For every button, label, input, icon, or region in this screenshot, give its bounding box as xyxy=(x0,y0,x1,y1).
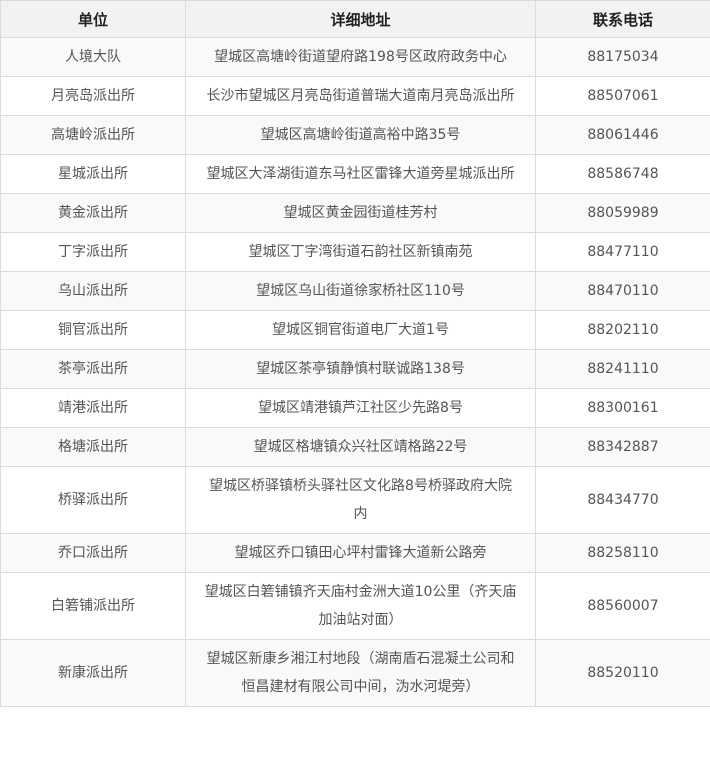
header-phone: 联系电话 xyxy=(535,0,710,38)
table-row: 丁字派出所 望城区丁字湾街道石韵社区新镇南苑 88477110 xyxy=(0,232,710,272)
phone-cell: 88241110 xyxy=(535,349,710,389)
address-cell: 长沙市望城区月亮岛街道普瑞大道南月亮岛派出所 xyxy=(185,76,536,116)
phone-cell: 88507061 xyxy=(535,76,710,116)
unit-cell: 乌山派出所 xyxy=(0,271,186,311)
address-text: 望城区铜官街道电厂大道1号 xyxy=(272,322,449,338)
phone-cell: 88520110 xyxy=(535,639,710,707)
table-row: 格塘派出所 望城区格塘镇众兴社区靖格路22号 88342887 xyxy=(0,427,710,467)
address-cell: 望城区高塘岭街道高裕中路35号 xyxy=(185,115,536,155)
unit-cell: 高塘岭派出所 xyxy=(0,115,186,155)
address-text: 望城区高塘岭街道望府路198号区政府政务中心 xyxy=(214,49,507,65)
phone-cell: 88586748 xyxy=(535,154,710,194)
unit-cell: 月亮岛派出所 xyxy=(0,76,186,116)
unit-cell: 人境大队 xyxy=(0,37,186,77)
phone-cell: 88560007 xyxy=(535,572,710,640)
unit-cell: 白箬铺派出所 xyxy=(0,572,186,640)
address-cell: 望城区乔口镇田心坪村雷锋大道新公路旁 xyxy=(185,533,536,573)
table-row: 高塘岭派出所 望城区高塘岭街道高裕中路35号 88061446 xyxy=(0,115,710,155)
address-cell: 望城区白箬铺镇齐天庙村金洲大道10公里（齐天庙加油站对面） xyxy=(185,572,536,640)
address-text: 望城区高塘岭街道高裕中路35号 xyxy=(260,127,461,143)
address-cell: 望城区黄金园街道桂芳村 xyxy=(185,193,536,233)
phone-cell: 88470110 xyxy=(535,271,710,311)
address-text: 望城区乔口镇田心坪村雷锋大道新公路旁 xyxy=(234,545,487,561)
table-row: 铜官派出所 望城区铜官街道电厂大道1号 88202110 xyxy=(0,310,710,350)
table-row: 白箬铺派出所 望城区白箬铺镇齐天庙村金洲大道10公里（齐天庙加油站对面） 88560… xyxy=(0,572,710,640)
phone-cell: 88342887 xyxy=(535,427,710,467)
address-cell: 望城区铜官街道电厂大道1号 xyxy=(185,310,536,350)
address-text: 望城区黄金园街道桂芳村 xyxy=(283,205,438,221)
address-cell: 望城区桥驿镇桥头驿社区文化路8号桥驿政府大院内 xyxy=(185,466,536,534)
unit-cell: 铜官派出所 xyxy=(0,310,186,350)
phone-cell: 88059989 xyxy=(535,193,710,233)
address-text: 望城区大泽湖街道东马社区雷锋大道旁星城派出所 xyxy=(206,166,515,182)
address-text: 望城区茶亭镇静慎村联诚路138号 xyxy=(256,361,465,377)
address-text: 望城区靖港镇芦江社区少先路8号 xyxy=(258,400,463,416)
address-cell: 望城区茶亭镇静慎村联诚路138号 xyxy=(185,349,536,389)
unit-cell: 乔口派出所 xyxy=(0,533,186,573)
police-station-contact-table: 单位 详细地址 联系电话 人境大队 望城区高塘岭街道望府路198号区政府政务中心 8… xyxy=(0,0,710,707)
address-cell: 望城区靖港镇芦江社区少先路8号 xyxy=(185,388,536,428)
address-text: 长沙市望城区月亮岛街道普瑞大道南月亮岛派出所 xyxy=(206,88,515,104)
table-row: 茶亭派出所 望城区茶亭镇静慎村联诚路138号 88241110 xyxy=(0,349,710,389)
address-cell: 望城区高塘岭街道望府路198号区政府政务中心 xyxy=(185,37,536,77)
address-text: 望城区白箬铺镇齐天庙村金洲大道10公里（齐天庙加油站对面） xyxy=(204,584,517,628)
phone-cell: 88175034 xyxy=(535,37,710,77)
unit-cell: 靖港派出所 xyxy=(0,388,186,428)
table-row: 靖港派出所 望城区靖港镇芦江社区少先路8号 88300161 xyxy=(0,388,710,428)
table-row: 月亮岛派出所 长沙市望城区月亮岛街道普瑞大道南月亮岛派出所 88507061 xyxy=(0,76,710,116)
table-row: 桥驿派出所 望城区桥驿镇桥头驿社区文化路8号桥驿政府大院内 88434770 xyxy=(0,466,710,534)
unit-cell: 格塘派出所 xyxy=(0,427,186,467)
unit-cell: 茶亭派出所 xyxy=(0,349,186,389)
phone-cell: 88061446 xyxy=(535,115,710,155)
unit-cell: 星城派出所 xyxy=(0,154,186,194)
table-row: 黄金派出所 望城区黄金园街道桂芳村 88059989 xyxy=(0,193,710,233)
table-row: 星城派出所 望城区大泽湖街道东马社区雷锋大道旁星城派出所 88586748 xyxy=(0,154,710,194)
address-text: 望城区桥驿镇桥头驿社区文化路8号桥驿政府大院内 xyxy=(209,478,512,522)
unit-cell: 丁字派出所 xyxy=(0,232,186,272)
phone-cell: 88477110 xyxy=(535,232,710,272)
address-text: 望城区丁字湾街道石韵社区新镇南苑 xyxy=(248,244,473,260)
address-text: 望城区新康乡湘江村地段（湖南盾石混凝土公司和恒昌建材有限公司中间，沩水河堤旁） xyxy=(206,651,515,695)
address-cell: 望城区乌山街道徐家桥社区110号 xyxy=(185,271,536,311)
table-header-row: 单位 详细地址 联系电话 xyxy=(0,0,710,38)
table-row: 乔口派出所 望城区乔口镇田心坪村雷锋大道新公路旁 88258110 xyxy=(0,533,710,573)
unit-cell: 新康派出所 xyxy=(0,639,186,707)
phone-cell: 88434770 xyxy=(535,466,710,534)
phone-cell: 88300161 xyxy=(535,388,710,428)
header-unit: 单位 xyxy=(0,0,186,38)
unit-cell: 桥驿派出所 xyxy=(0,466,186,534)
phone-cell: 88202110 xyxy=(535,310,710,350)
address-text: 望城区乌山街道徐家桥社区110号 xyxy=(256,283,465,299)
table-row: 乌山派出所 望城区乌山街道徐家桥社区110号 88470110 xyxy=(0,271,710,311)
address-cell: 望城区新康乡湘江村地段（湖南盾石混凝土公司和恒昌建材有限公司中间，沩水河堤旁） xyxy=(185,639,536,707)
address-cell: 望城区丁字湾街道石韵社区新镇南苑 xyxy=(185,232,536,272)
header-address: 详细地址 xyxy=(185,0,536,38)
address-cell: 望城区大泽湖街道东马社区雷锋大道旁星城派出所 xyxy=(185,154,536,194)
table-row: 人境大队 望城区高塘岭街道望府路198号区政府政务中心 88175034 xyxy=(0,37,710,77)
address-cell: 望城区格塘镇众兴社区靖格路22号 xyxy=(185,427,536,467)
unit-cell: 黄金派出所 xyxy=(0,193,186,233)
address-text: 望城区格塘镇众兴社区靖格路22号 xyxy=(253,439,468,455)
phone-cell: 88258110 xyxy=(535,533,710,573)
table-row: 新康派出所 望城区新康乡湘江村地段（湖南盾石混凝土公司和恒昌建材有限公司中间，沩水… xyxy=(0,639,710,707)
